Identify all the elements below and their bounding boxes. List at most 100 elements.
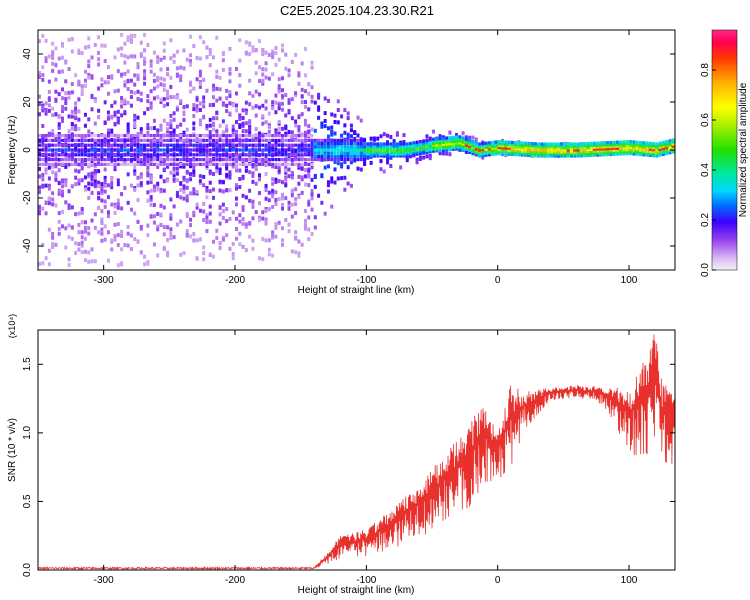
heatmap-cell [97, 143, 101, 147]
heatmap-cell [448, 140, 452, 144]
heatmap-cell [609, 142, 613, 147]
heatmap-cell [228, 162, 232, 166]
heatmap-cell [635, 142, 639, 146]
heatmap-cell [143, 69, 147, 74]
heatmap-cell [238, 143, 242, 147]
heatmap-cell [510, 148, 514, 152]
heatmap-cell [264, 221, 268, 226]
heatmap-cell [238, 73, 242, 78]
heatmap-cell [67, 189, 71, 194]
heatmap-cell [254, 158, 258, 162]
heatmap-cell [100, 43, 104, 48]
heatmap-cell [455, 139, 459, 143]
heatmap-cell [136, 96, 140, 101]
heatmap-cell [313, 128, 317, 133]
heatmap-cell [192, 238, 196, 243]
heatmap-cell [415, 144, 419, 148]
heatmap-cell [228, 67, 232, 72]
heatmap-cell [97, 158, 101, 162]
heatmap-cell [277, 170, 281, 175]
heatmap-cell [451, 139, 455, 143]
heatmap-cell [251, 45, 255, 50]
heatmap-cell [625, 144, 629, 148]
heatmap-cell [274, 134, 278, 138]
heatmap-cell [303, 174, 307, 179]
heatmap-cell [274, 62, 278, 67]
heatmap-cell [261, 237, 265, 242]
heatmap-cell [254, 134, 258, 138]
heatmap-cell [146, 99, 150, 104]
heatmap-cell [97, 180, 101, 185]
heatmap-cell [648, 147, 652, 151]
heatmap-cell [615, 144, 619, 148]
heatmap-cell [149, 59, 153, 64]
heatmap-cell [162, 138, 166, 142]
heatmap-cell [323, 124, 327, 129]
heatmap-cell [146, 168, 150, 173]
heatmap-cell [202, 77, 206, 82]
heatmap-cell [307, 145, 311, 150]
heatmap-cell [349, 134, 353, 139]
heatmap-cell [510, 150, 514, 154]
heatmap-cell [143, 148, 147, 152]
heatmap-cell [41, 158, 45, 162]
heatmap-cell [205, 45, 209, 50]
heatmap-cell [619, 142, 623, 146]
heatmap-cell [169, 197, 173, 202]
heatmap-cell [166, 154, 170, 159]
heatmap-cell [189, 89, 193, 94]
heatmap-cell [70, 184, 74, 189]
heatmap-cell [202, 99, 206, 104]
heatmap-cell [80, 134, 84, 138]
heatmap-cell [277, 153, 281, 157]
heatmap-cell [369, 152, 373, 156]
heatmap-cell [543, 154, 547, 158]
heatmap-cell [369, 146, 373, 150]
heatmap-cell [438, 143, 442, 147]
snr-frame [37, 329, 676, 571]
heatmap-cell [448, 152, 452, 157]
heatmap-cell [123, 143, 127, 147]
heatmap-cell [51, 55, 55, 60]
heatmap-cell [317, 148, 321, 152]
heatmap-cell [583, 146, 587, 150]
heatmap-cell [139, 172, 143, 177]
heatmap-cell [323, 165, 327, 170]
heatmap-cell [235, 135, 239, 140]
heatmap-cell [300, 61, 304, 66]
heatmap-cell [622, 152, 626, 156]
heatmap-cell [655, 148, 659, 152]
heatmap-cell [340, 176, 344, 181]
heatmap-cell [225, 150, 229, 155]
heatmap-cell [172, 95, 176, 100]
heatmap-cell [290, 193, 294, 198]
heatmap-cell [343, 108, 347, 113]
heatmap-cell [642, 147, 646, 151]
heatmap-cell [90, 247, 94, 252]
heatmap-cell [477, 146, 481, 150]
heatmap-cell [632, 152, 636, 156]
heatmap-cell [228, 153, 232, 157]
heatmap-cell [280, 162, 284, 166]
heatmap-cell [198, 237, 202, 242]
heatmap-cell [248, 149, 252, 154]
heatmap-cell [185, 145, 189, 150]
heatmap-cell [172, 166, 176, 171]
heatmap-cell [484, 149, 488, 153]
heatmap-cell [64, 245, 68, 250]
heatmap-cell [317, 193, 321, 198]
heatmap-cell [280, 88, 284, 93]
heatmap-cell [146, 233, 150, 238]
heatmap-cell [139, 181, 143, 186]
heatmap-cell [271, 162, 275, 166]
heatmap-cell [487, 145, 491, 149]
heatmap-cell [106, 65, 110, 70]
heatmap-cell [208, 135, 212, 140]
heatmap-cell [238, 158, 242, 162]
heatmap-cell [261, 48, 265, 53]
heatmap-cell [566, 142, 570, 146]
heatmap-cell [182, 153, 186, 157]
heatmap-cell [182, 162, 186, 166]
heatmap-cell [248, 158, 252, 162]
heatmap-cell [83, 83, 87, 88]
